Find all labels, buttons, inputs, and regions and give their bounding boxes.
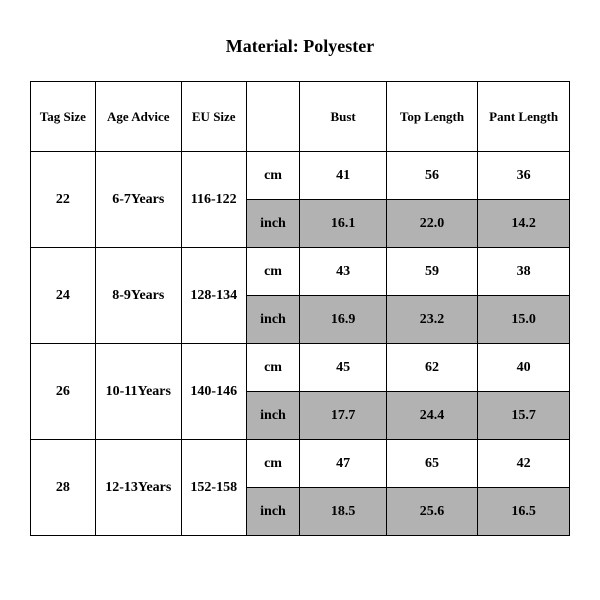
cell-top-inch: 25.6 xyxy=(386,488,478,536)
table-row: 26 10-11Years 140-146 cm 45 62 40 xyxy=(31,344,570,392)
cell-tag: 26 xyxy=(31,344,96,440)
cell-bust-inch: 16.9 xyxy=(300,296,386,344)
cell-tag: 22 xyxy=(31,152,96,248)
cell-bust-cm: 45 xyxy=(300,344,386,392)
cell-bust-cm: 41 xyxy=(300,152,386,200)
cell-pant-inch: 14.2 xyxy=(478,200,570,248)
table-row: 24 8-9Years 128-134 cm 43 59 38 xyxy=(31,248,570,296)
table-header-row: Tag Size Age Advice EU Size Bust Top Len… xyxy=(31,82,570,152)
cell-bust-cm: 47 xyxy=(300,440,386,488)
cell-unit-cm: cm xyxy=(246,152,300,200)
cell-age: 12-13Years xyxy=(95,440,181,536)
cell-top-inch: 22.0 xyxy=(386,200,478,248)
cell-top-cm: 59 xyxy=(386,248,478,296)
cell-bust-inch: 17.7 xyxy=(300,392,386,440)
cell-unit-inch: inch xyxy=(246,488,300,536)
cell-bust-inch: 18.5 xyxy=(300,488,386,536)
size-table-wrap: Tag Size Age Advice EU Size Bust Top Len… xyxy=(0,81,600,536)
cell-top-cm: 65 xyxy=(386,440,478,488)
col-unit xyxy=(246,82,300,152)
cell-pant-cm: 38 xyxy=(478,248,570,296)
cell-top-cm: 62 xyxy=(386,344,478,392)
cell-pant-inch: 15.7 xyxy=(478,392,570,440)
cell-unit-inch: inch xyxy=(246,296,300,344)
cell-eu: 140-146 xyxy=(181,344,246,440)
cell-pant-cm: 40 xyxy=(478,344,570,392)
table-row: 22 6-7Years 116-122 cm 41 56 36 xyxy=(31,152,570,200)
cell-age: 10-11Years xyxy=(95,344,181,440)
size-table: Tag Size Age Advice EU Size Bust Top Len… xyxy=(30,81,570,536)
cell-unit-cm: cm xyxy=(246,344,300,392)
cell-eu: 128-134 xyxy=(181,248,246,344)
col-eu-size: EU Size xyxy=(181,82,246,152)
cell-unit-inch: inch xyxy=(246,200,300,248)
cell-eu: 116-122 xyxy=(181,152,246,248)
cell-pant-inch: 16.5 xyxy=(478,488,570,536)
cell-eu: 152-158 xyxy=(181,440,246,536)
cell-pant-cm: 36 xyxy=(478,152,570,200)
cell-pant-cm: 42 xyxy=(478,440,570,488)
cell-age: 8-9Years xyxy=(95,248,181,344)
col-pant-length: Pant Length xyxy=(478,82,570,152)
cell-tag: 28 xyxy=(31,440,96,536)
col-tag-size: Tag Size xyxy=(31,82,96,152)
cell-bust-cm: 43 xyxy=(300,248,386,296)
cell-unit-inch: inch xyxy=(246,392,300,440)
cell-age: 6-7Years xyxy=(95,152,181,248)
table-row: 28 12-13Years 152-158 cm 47 65 42 xyxy=(31,440,570,488)
cell-unit-cm: cm xyxy=(246,440,300,488)
cell-unit-cm: cm xyxy=(246,248,300,296)
cell-top-inch: 23.2 xyxy=(386,296,478,344)
cell-tag: 24 xyxy=(31,248,96,344)
cell-top-cm: 56 xyxy=(386,152,478,200)
cell-bust-inch: 16.1 xyxy=(300,200,386,248)
col-age-advice: Age Advice xyxy=(95,82,181,152)
cell-pant-inch: 15.0 xyxy=(478,296,570,344)
col-top-length: Top Length xyxy=(386,82,478,152)
page-title: Material: Polyester xyxy=(0,0,600,81)
col-bust: Bust xyxy=(300,82,386,152)
cell-top-inch: 24.4 xyxy=(386,392,478,440)
